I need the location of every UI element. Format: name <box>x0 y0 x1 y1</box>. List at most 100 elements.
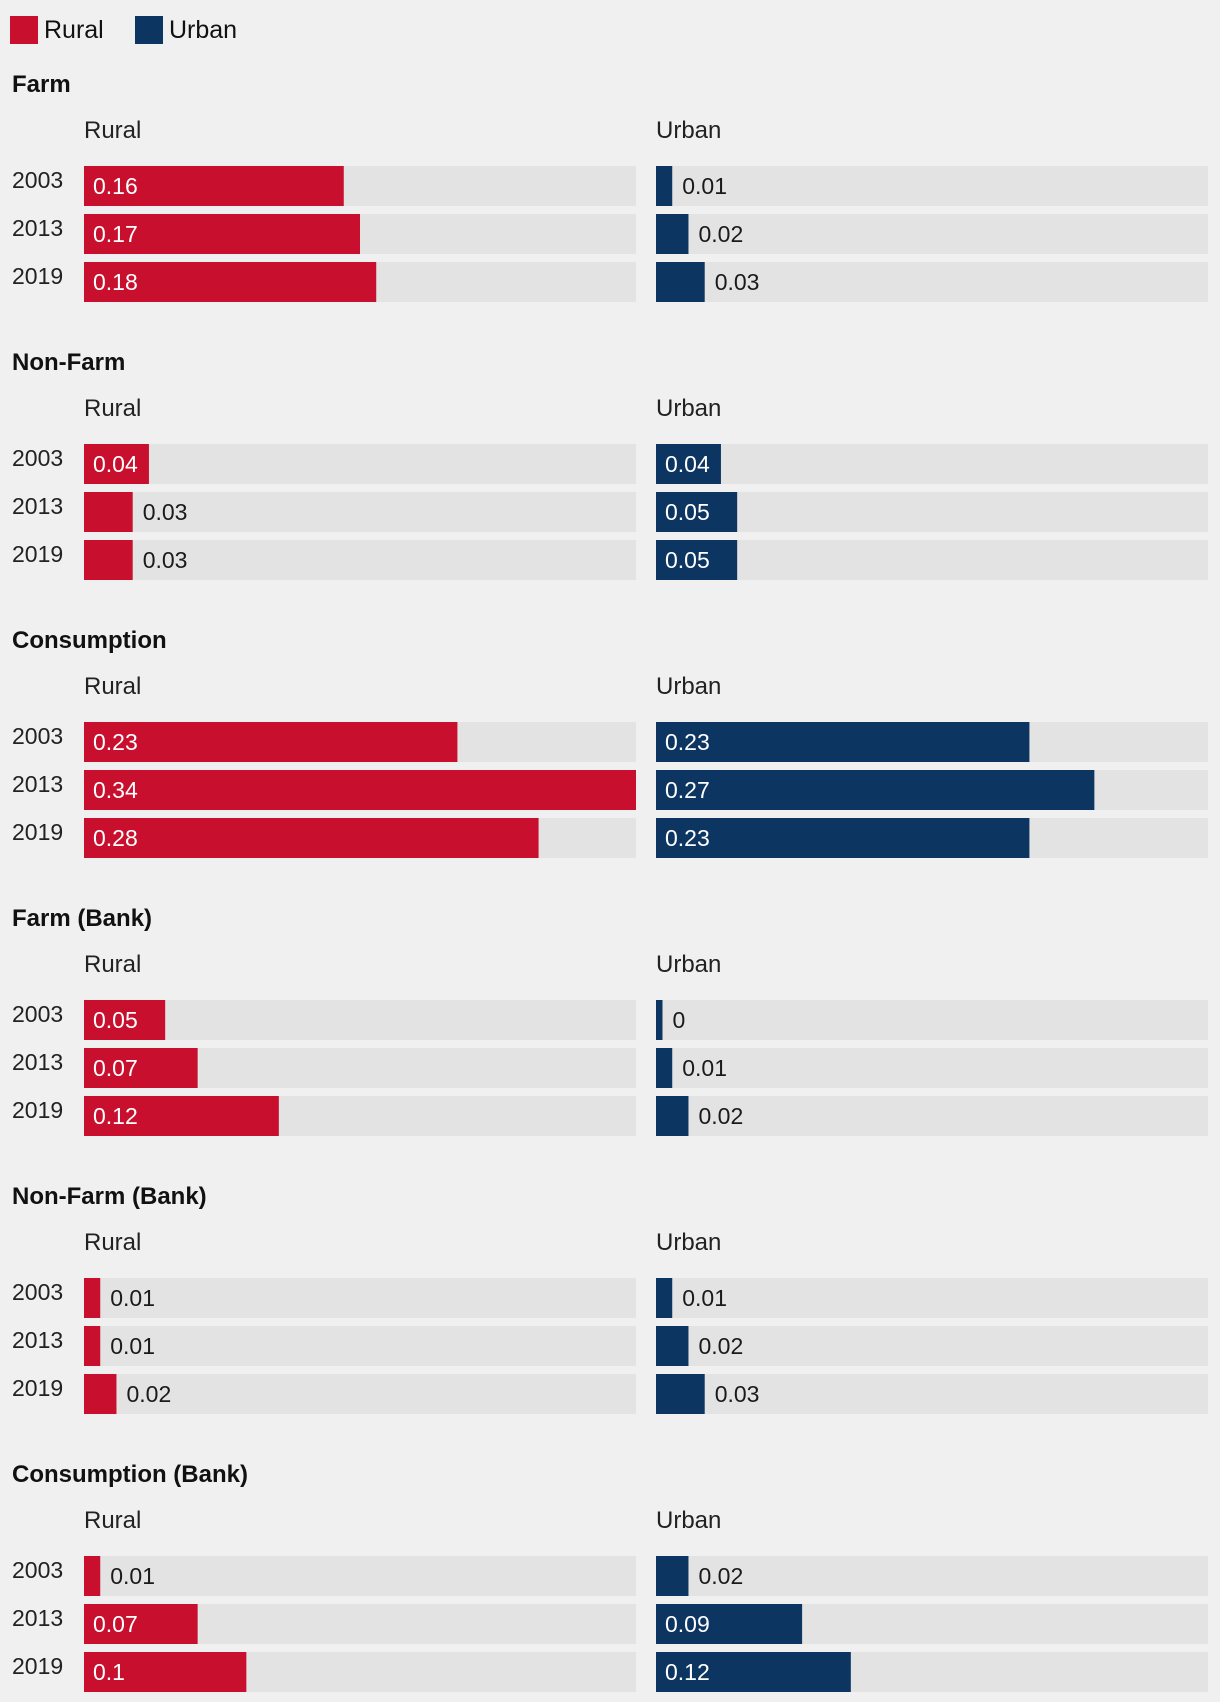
value-label: 0.12 <box>93 1103 138 1129</box>
value-label: 0.05 <box>93 1007 138 1033</box>
bar-track <box>656 1048 1208 1088</box>
year-label-2003: 2003 <box>12 1001 63 1027</box>
bar-farm-bank-urban-2003 <box>656 1000 663 1040</box>
year-label-2013: 2013 <box>12 771 63 797</box>
legend-label-urban: Urban <box>169 16 237 44</box>
column-label-urban: Urban <box>656 673 721 700</box>
bar-consumption-urban-2013 <box>656 770 1095 810</box>
bar-farm-urban-2013 <box>656 214 689 254</box>
bar-farm-rural-2019 <box>84 262 377 302</box>
column-label-urban: Urban <box>656 1229 721 1256</box>
bar-track <box>656 1000 1208 1040</box>
year-label-2003: 2003 <box>12 167 63 193</box>
value-label: 0.23 <box>93 729 138 755</box>
value-label: 0.05 <box>665 547 710 573</box>
bar-non-farm-urban-2003 <box>656 444 721 484</box>
year-label-2013: 2013 <box>12 1327 63 1353</box>
bar-track <box>84 444 636 484</box>
value-label: 0.04 <box>665 451 710 477</box>
legend-swatch-urban <box>135 16 163 44</box>
bar-consumption-rural-2013 <box>84 770 636 810</box>
value-label: 0.01 <box>682 1285 727 1311</box>
year-label-2019: 2019 <box>12 819 63 845</box>
year-label-2003: 2003 <box>12 445 63 471</box>
value-label: 0.1 <box>93 1659 125 1685</box>
bar-track <box>84 1374 636 1414</box>
value-label: 0.04 <box>93 451 138 477</box>
year-label-2013: 2013 <box>12 1049 63 1075</box>
value-label: 0.23 <box>665 825 710 851</box>
year-label-2003: 2003 <box>12 1557 63 1583</box>
year-label-2013: 2013 <box>12 493 63 519</box>
year-label-2019: 2019 <box>12 1653 63 1679</box>
value-label: 0.05 <box>665 499 710 525</box>
bar-track <box>84 1556 636 1596</box>
value-label: 0.03 <box>143 547 188 573</box>
bar-non-farm-rural-2003 <box>84 444 149 484</box>
value-label: 0.01 <box>110 1333 155 1359</box>
bar-consumption-bank-rural-2003 <box>84 1556 101 1596</box>
value-label: 0.07 <box>93 1611 138 1637</box>
value-label: 0.28 <box>93 825 138 851</box>
bar-farm-urban-2003 <box>656 166 673 206</box>
bar-farm-bank-rural-2019 <box>84 1096 279 1136</box>
bar-non-farm-bank-urban-2003 <box>656 1278 673 1318</box>
year-label-2019: 2019 <box>12 1375 63 1401</box>
bar-farm-bank-rural-2003 <box>84 1000 166 1040</box>
section-title-non-farm: Non-Farm <box>12 349 125 376</box>
value-label: 0.27 <box>665 777 710 803</box>
column-label-rural: Rural <box>84 1507 141 1534</box>
bar-consumption-bank-urban-2019 <box>656 1652 851 1692</box>
section-title-non-farm-bank: Non-Farm (Bank) <box>12 1183 207 1210</box>
value-label: 0.02 <box>126 1381 171 1407</box>
bar-consumption-bank-urban-2013 <box>656 1604 803 1644</box>
bar-farm-rural-2013 <box>84 214 360 254</box>
bar-consumption-bank-urban-2003 <box>656 1556 689 1596</box>
value-label: 0.02 <box>698 1333 743 1359</box>
value-label: 0.02 <box>698 1563 743 1589</box>
year-label-2019: 2019 <box>12 541 63 567</box>
bar-track <box>84 492 636 532</box>
bar-non-farm-urban-2019 <box>656 540 738 580</box>
column-label-urban: Urban <box>656 1507 721 1534</box>
value-label: 0.17 <box>93 221 138 247</box>
bar-non-farm-bank-rural-2013 <box>84 1326 101 1366</box>
bar-track <box>656 1326 1208 1366</box>
bar-non-farm-bank-rural-2003 <box>84 1278 101 1318</box>
bar-track <box>656 1374 1208 1414</box>
bar-track <box>656 1278 1208 1318</box>
value-label: 0.03 <box>715 1381 760 1407</box>
section-title-consumption-bank: Consumption (Bank) <box>12 1461 248 1488</box>
value-label: 0.18 <box>93 269 138 295</box>
bar-consumption-urban-2003 <box>656 722 1030 762</box>
column-label-rural: Rural <box>84 395 141 422</box>
bar-track <box>84 1326 636 1366</box>
value-label: 0 <box>672 1007 685 1033</box>
bar-track <box>84 540 636 580</box>
bar-track <box>656 444 1208 484</box>
value-label: 0.03 <box>143 499 188 525</box>
column-label-rural: Rural <box>84 117 141 144</box>
bar-non-farm-rural-2019 <box>84 540 133 580</box>
bar-consumption-bank-rural-2019 <box>84 1652 247 1692</box>
bar-track <box>656 214 1208 254</box>
column-label-urban: Urban <box>656 395 721 422</box>
bar-consumption-rural-2003 <box>84 722 458 762</box>
bar-track <box>84 1000 636 1040</box>
bar-farm-bank-urban-2013 <box>656 1048 673 1088</box>
column-label-urban: Urban <box>656 117 721 144</box>
value-label: 0.23 <box>665 729 710 755</box>
bar-track <box>656 1096 1208 1136</box>
year-label-2003: 2003 <box>12 1279 63 1305</box>
value-label: 0.02 <box>698 1103 743 1129</box>
value-label: 0.01 <box>682 173 727 199</box>
bar-farm-bank-rural-2013 <box>84 1048 198 1088</box>
value-label: 0.01 <box>110 1563 155 1589</box>
value-label: 0.01 <box>682 1055 727 1081</box>
value-label: 0.02 <box>698 221 743 247</box>
value-label: 0.03 <box>715 269 760 295</box>
bar-consumption-urban-2019 <box>656 818 1030 858</box>
section-title-farm-bank: Farm (Bank) <box>12 905 152 932</box>
column-label-rural: Rural <box>84 673 141 700</box>
bar-non-farm-bank-urban-2019 <box>656 1374 705 1414</box>
